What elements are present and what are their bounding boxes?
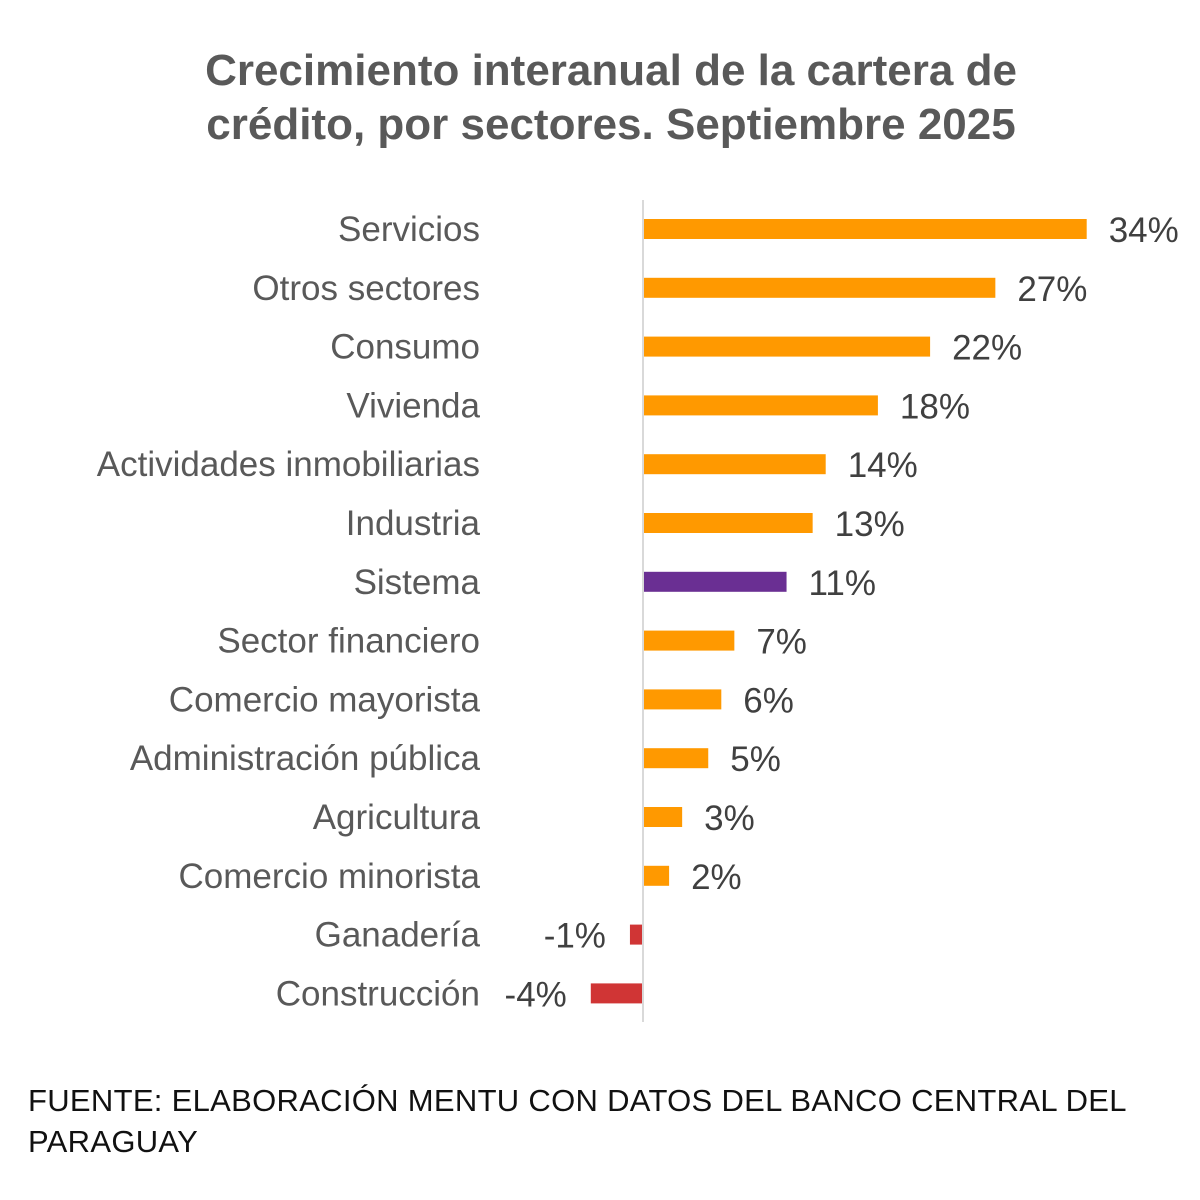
bar — [643, 571, 787, 592]
category-label: Actividades inmobiliarias — [97, 445, 480, 484]
category-label: Construcción — [276, 974, 480, 1013]
bar — [643, 336, 931, 357]
data-label: 2% — [691, 858, 742, 897]
bar — [590, 983, 643, 1004]
category-label: Comercio mayorista — [169, 680, 481, 719]
bar — [643, 277, 996, 298]
chart-title-line-2: crédito, por sectores. Septiembre 2025 — [206, 100, 1016, 149]
category-label: Sistema — [354, 563, 481, 602]
data-label: 5% — [730, 740, 781, 779]
bar — [643, 807, 683, 827]
category-label: Sector financiero — [217, 622, 480, 661]
category-label: Agricultura — [313, 798, 481, 837]
data-label: 22% — [952, 329, 1022, 368]
category-label: Ganadería — [315, 916, 481, 955]
data-label: 34% — [1109, 211, 1179, 250]
data-label: -1% — [544, 917, 606, 956]
data-label: 11% — [809, 564, 876, 603]
data-label: 18% — [900, 387, 970, 426]
data-label: 27% — [1017, 270, 1087, 309]
bar — [643, 513, 813, 533]
data-label: 3% — [704, 799, 755, 838]
chart-title-line-1: Crecimiento interanual de la cartera de — [205, 46, 1017, 95]
bar — [643, 865, 670, 886]
data-label: 14% — [848, 446, 918, 485]
bar — [643, 395, 878, 416]
category-label: Consumo — [330, 328, 480, 367]
data-label: 7% — [756, 623, 807, 662]
bar — [643, 689, 722, 710]
category-label: Industria — [346, 504, 481, 543]
category-label: Comercio minorista — [179, 857, 481, 896]
bar — [643, 630, 735, 651]
category-label: Servicios — [338, 210, 480, 249]
chart-title: Crecimiento interanual de la cartera de … — [0, 44, 1200, 152]
bar-chart: Servicios 34% Otros sectores 27% Consumo 22% V… — [97, 200, 1179, 1022]
source-note: FUENTE: ELABORACIÓN MENTU CON DATOS DEL … — [28, 1083, 1126, 1159]
bar — [643, 454, 826, 475]
data-label: 13% — [835, 505, 905, 544]
bar — [643, 219, 1087, 239]
category-label: Otros sectores — [252, 269, 480, 308]
bar — [629, 924, 643, 945]
category-label: Administración pública — [130, 739, 481, 778]
category-label: Vivienda — [346, 386, 480, 425]
data-label: -4% — [505, 975, 567, 1014]
data-label: 6% — [743, 681, 794, 720]
bar — [643, 748, 709, 769]
